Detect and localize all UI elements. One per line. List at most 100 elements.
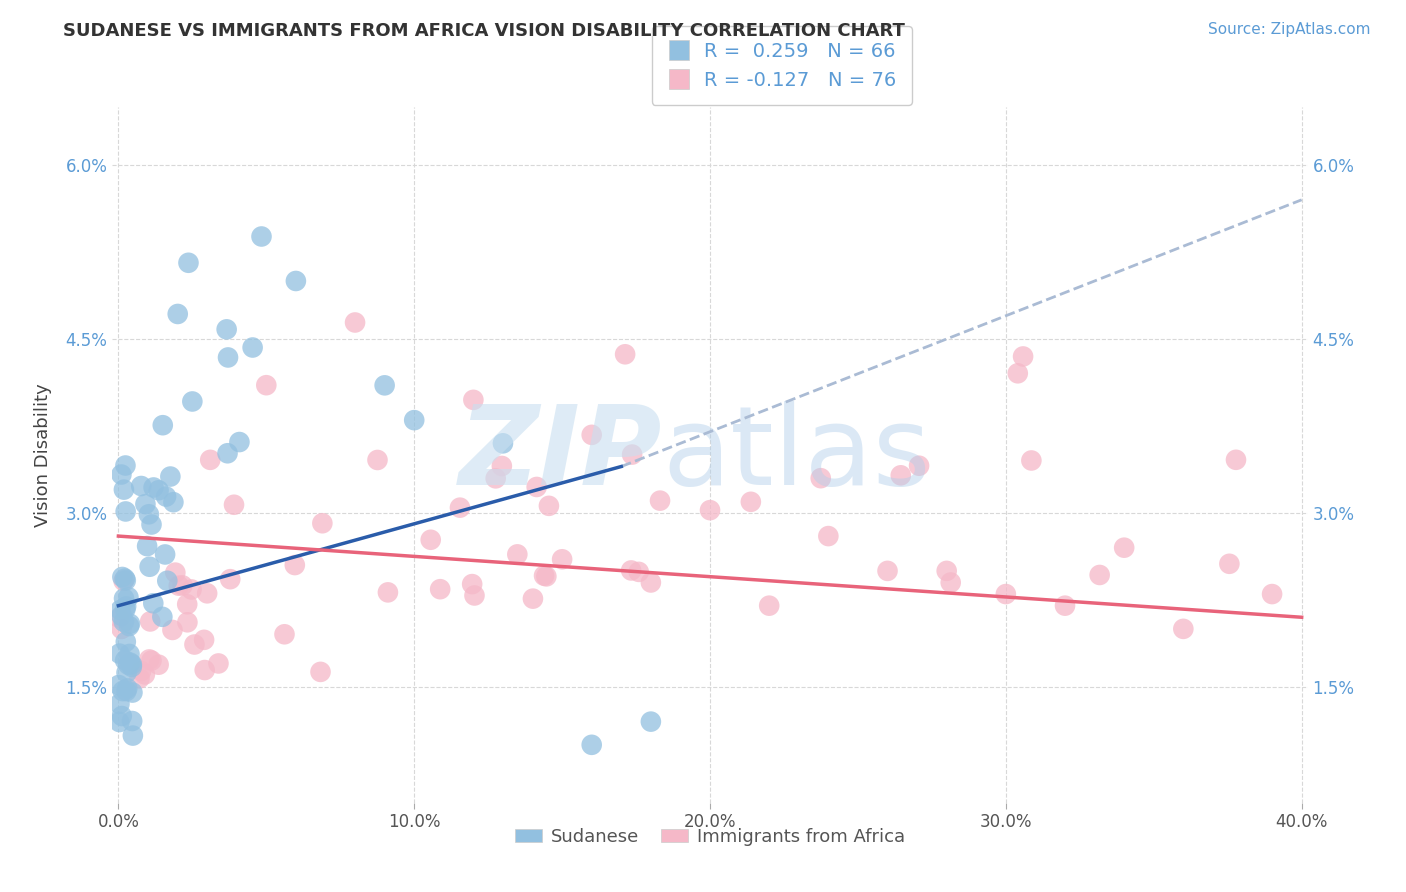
Point — [139, 615, 162, 629]
Point — [377, 585, 399, 599]
Point — [193, 632, 215, 647]
Point — [533, 568, 555, 582]
Point — [117, 591, 139, 605]
Point — [159, 469, 181, 483]
Point — [890, 468, 912, 483]
Point — [939, 575, 962, 590]
Point — [155, 490, 177, 504]
Point — [419, 533, 441, 547]
Point — [181, 394, 204, 409]
Point — [374, 378, 396, 392]
Text: Source: ZipAtlas.com: Source: ZipAtlas.com — [1208, 22, 1371, 37]
Point — [366, 453, 388, 467]
Point — [219, 572, 242, 586]
Point — [215, 322, 238, 336]
Point — [176, 615, 198, 630]
Point — [112, 574, 135, 588]
Point — [156, 574, 179, 588]
Point — [128, 672, 150, 686]
Point — [165, 566, 187, 580]
Point — [217, 351, 239, 365]
Point — [112, 591, 135, 606]
Point — [111, 684, 134, 698]
Point — [134, 667, 156, 681]
Point — [228, 435, 250, 450]
Point — [876, 564, 898, 578]
Point — [449, 500, 471, 515]
Point — [620, 564, 643, 578]
Point — [108, 647, 131, 661]
Point — [1218, 557, 1240, 571]
Point — [551, 552, 574, 566]
Point — [110, 608, 132, 623]
Point — [994, 587, 1017, 601]
Point — [627, 565, 650, 579]
Point — [148, 483, 170, 498]
Point — [138, 508, 160, 522]
Point — [526, 480, 548, 494]
Point — [222, 498, 245, 512]
Point — [117, 681, 139, 696]
Point — [180, 582, 202, 597]
Point — [162, 623, 184, 637]
Point — [537, 499, 560, 513]
Point — [108, 611, 131, 625]
Point — [148, 657, 170, 672]
Point — [121, 657, 143, 672]
Point — [817, 529, 839, 543]
Point — [1021, 453, 1043, 467]
Point — [463, 589, 485, 603]
Point — [114, 574, 136, 588]
Point — [581, 427, 603, 442]
Point — [344, 316, 367, 330]
Point — [172, 578, 194, 592]
Text: atlas: atlas — [662, 401, 931, 508]
Point — [114, 602, 136, 616]
Point — [463, 392, 485, 407]
Point — [115, 665, 138, 680]
Point — [242, 341, 264, 355]
Point — [114, 458, 136, 473]
Legend: Sudanese, Immigrants from Africa: Sudanese, Immigrants from Africa — [508, 821, 912, 853]
Point — [118, 619, 141, 633]
Point — [581, 738, 603, 752]
Point — [640, 714, 662, 729]
Point — [112, 483, 135, 497]
Point — [153, 548, 176, 562]
Point — [485, 471, 508, 485]
Point — [758, 599, 780, 613]
Point — [1007, 366, 1029, 380]
Point — [112, 615, 135, 629]
Point — [118, 647, 141, 661]
Point — [114, 653, 136, 667]
Point — [166, 307, 188, 321]
Point — [699, 503, 721, 517]
Point — [461, 577, 484, 591]
Point — [810, 471, 832, 485]
Point — [129, 479, 152, 493]
Point — [404, 413, 426, 427]
Point — [207, 657, 229, 671]
Point — [107, 678, 129, 692]
Point — [1088, 568, 1111, 582]
Point — [177, 256, 200, 270]
Point — [194, 663, 217, 677]
Point — [142, 480, 165, 494]
Point — [1114, 541, 1136, 555]
Point — [114, 572, 136, 586]
Point — [114, 634, 136, 648]
Point — [284, 558, 307, 572]
Point — [134, 497, 156, 511]
Point — [111, 570, 134, 584]
Point — [273, 627, 295, 641]
Y-axis label: Vision Disability: Vision Disability — [34, 383, 52, 527]
Point — [118, 616, 141, 631]
Point — [200, 453, 222, 467]
Point — [740, 495, 762, 509]
Point — [110, 603, 132, 617]
Point — [908, 458, 931, 473]
Point — [1053, 599, 1076, 613]
Point — [121, 729, 143, 743]
Point — [115, 684, 138, 698]
Point — [491, 458, 513, 473]
